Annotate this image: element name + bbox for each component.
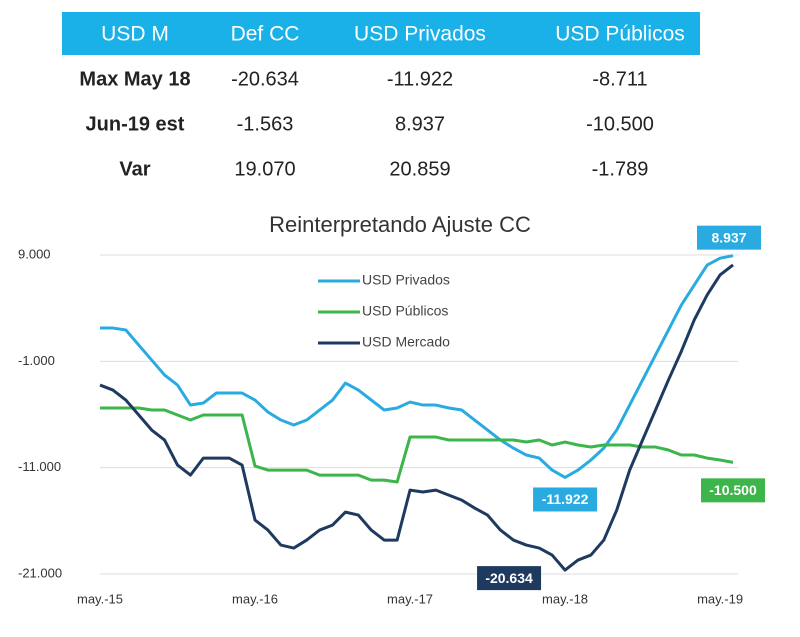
table-cell: 8.937 [395,113,445,135]
x-tick-label: may.-18 [542,591,588,606]
y-tick-label: 9.000 [18,246,51,261]
table-cell: 19.070 [234,158,295,180]
table-header: USD Públicos [555,23,685,46]
x-tick-label: may.-16 [232,591,278,606]
table-header: Def CC [231,23,300,46]
row-label: Var [119,158,150,180]
value-label-box [477,566,542,591]
y-tick-label: -11.000 [18,459,61,474]
table-cell: -20.634 [231,68,299,90]
x-tick-label: may.-15 [77,591,123,606]
series-line [99,263,734,572]
value-label: -20.634 [485,570,533,586]
value-label: 8.937 [711,229,746,245]
table-cell: -10.500 [586,113,654,135]
x-tick-label: may.-17 [387,591,433,606]
value-label-box [701,478,765,503]
value-label-box [533,487,598,512]
value-label: -11.922 [542,491,589,507]
row-label: Max May 18 [79,68,190,90]
y-tick-label: -1.000 [18,353,55,368]
table-cell: -11.922 [387,68,453,90]
table-header: USD M [101,23,169,46]
series-line [100,406,734,484]
value-label-box [697,225,761,250]
y-tick-label: -21.000 [18,565,62,580]
table-header-bar [62,12,700,55]
series-line [100,254,734,479]
row-label: Jun-19 est [86,113,185,135]
legend-label: USD Privados [362,272,450,288]
table-cell: -1.563 [237,113,294,135]
x-tick-label: may.-19 [697,591,743,606]
chart-title: Reinterpretando Ajuste CC [269,212,531,237]
legend-label: USD Mercado [362,334,450,350]
table-cell: -1.789 [592,158,649,180]
table-cell: -8.711 [592,68,647,90]
table-header: USD Privados [354,23,486,46]
value-label: -10.500 [709,482,757,498]
legend-label: USD Públicos [362,303,448,319]
table-cell: 20.859 [389,158,450,180]
